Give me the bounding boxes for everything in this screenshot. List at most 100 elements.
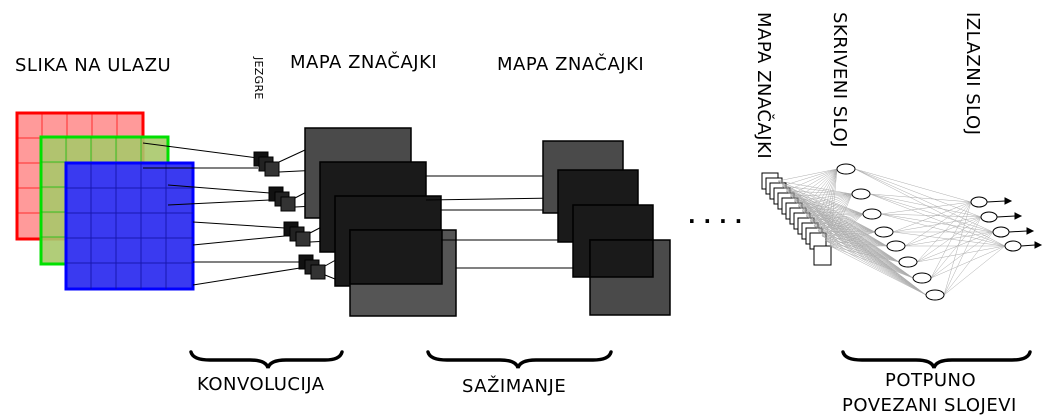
fc-connection — [789, 195, 876, 233]
fc-connection — [777, 168, 838, 182]
label-pooling: SAŽIMANJE — [462, 376, 567, 397]
fc-connection — [916, 216, 982, 263]
fc-connection — [801, 210, 864, 215]
fc-connection — [777, 180, 888, 247]
fc-connection — [781, 185, 888, 247]
fc-connection — [825, 240, 900, 263]
fc-connection — [916, 245, 1006, 263]
label-kernels: JEZGRE — [252, 57, 265, 100]
input-channel-blue — [64, 161, 195, 291]
fc-connection — [789, 168, 838, 197]
fc-connection — [829, 245, 927, 296]
fc-connection — [825, 213, 864, 242]
fc-connection — [829, 193, 853, 247]
fc-connection — [813, 213, 864, 227]
fc-connection — [805, 168, 838, 217]
fc-connection — [793, 200, 876, 233]
fc-connection — [916, 201, 972, 263]
fc-connection — [817, 168, 838, 232]
brace-convolution — [189, 350, 344, 369]
fc-connection — [797, 193, 853, 207]
fc-connection — [869, 193, 994, 233]
label-ellipsis: . . . . — [688, 204, 743, 228]
label-convolution: KONVOLUCIJA — [197, 374, 325, 395]
fc-connection — [785, 190, 864, 215]
fc-connection — [829, 245, 914, 279]
fc-connection — [829, 231, 876, 247]
fc-connection — [777, 180, 876, 233]
fc-connection — [813, 193, 853, 227]
fc-connection — [821, 213, 864, 237]
feature-maps-pool — [542, 140, 671, 316]
fc-connection — [781, 185, 853, 195]
fc-connection — [825, 168, 838, 242]
output-layer-neurons — [970, 196, 1043, 252]
pool-map-4-inner — [589, 239, 654, 278]
fc-connection — [943, 216, 982, 296]
fc-connection — [817, 213, 864, 232]
brace-fully-connected — [841, 350, 1032, 369]
fc-connection — [809, 213, 864, 222]
fc-connection — [943, 245, 1006, 296]
fc-connection — [854, 168, 982, 218]
fc-connection — [825, 240, 914, 279]
hidden-layer-neurons — [836, 163, 945, 301]
fc-connection — [809, 168, 838, 222]
fc-connection — [805, 213, 864, 217]
fc-connection — [821, 235, 900, 263]
fc-connection — [805, 215, 876, 233]
fc-connection — [880, 213, 982, 218]
fc-connection — [801, 168, 838, 212]
flattened-feature-vector — [761, 172, 832, 266]
fc-connection — [801, 210, 876, 233]
conv-map-4-inner — [349, 229, 443, 285]
kernels — [253, 151, 326, 280]
fc-connection — [904, 201, 972, 247]
label-fully-connected-2: POVEZANI SLOJEVI — [842, 395, 1017, 416]
fully-connected-lines — [777, 168, 1006, 296]
fc-connection — [789, 193, 853, 197]
fc-connection — [825, 240, 927, 296]
fc-connection — [805, 215, 888, 247]
fc-connection — [943, 231, 994, 296]
fc-connection — [825, 231, 876, 242]
fc-connection — [880, 201, 972, 215]
fc-connection — [797, 205, 876, 233]
label-input-image: SLIKA NA ULAZU — [15, 55, 172, 76]
fc-connection — [930, 201, 972, 279]
fc-connection — [825, 240, 888, 247]
feature-maps-conv — [304, 127, 457, 317]
fc-connection — [869, 193, 1006, 247]
fc-connection — [821, 235, 888, 247]
fc-connection — [793, 168, 838, 202]
fc-connection — [930, 216, 982, 279]
fc-connection — [809, 220, 900, 263]
input-image-channels — [15, 111, 195, 291]
fc-connection — [821, 168, 838, 237]
fc-connection — [789, 195, 864, 215]
kernel-3 — [283, 221, 311, 247]
fc-connection — [817, 230, 888, 247]
fc-connection — [854, 168, 972, 203]
fc-connection — [880, 213, 1006, 247]
fc-connection — [821, 193, 853, 237]
fc-connection — [797, 168, 838, 207]
fc-connection — [930, 245, 1006, 279]
fc-connection — [801, 193, 853, 212]
fc-connection — [777, 180, 864, 215]
fc-connection — [829, 245, 900, 263]
label-hidden-layer: SKRIVENI SLOJ — [829, 12, 850, 149]
fc-connection — [793, 193, 853, 202]
fc-connection — [781, 168, 838, 187]
fc-connection — [813, 225, 900, 263]
kernel-2 — [268, 186, 296, 212]
fc-connection — [892, 201, 972, 233]
input-to-kernel-lines — [142, 142, 301, 286]
fc-connection — [880, 213, 994, 233]
fc-connection — [813, 168, 838, 227]
fc-connection — [869, 193, 972, 203]
fc-connection — [904, 231, 994, 247]
fc-connection — [829, 213, 864, 247]
label-feature-map-pool: MAPA ZNAČAJKI — [497, 54, 645, 75]
